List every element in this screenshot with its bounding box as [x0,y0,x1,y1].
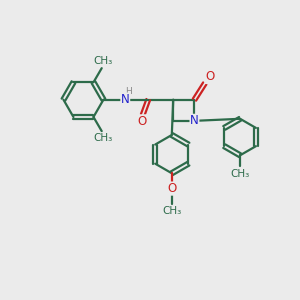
Text: N: N [121,93,130,106]
Text: H: H [125,87,132,96]
Text: O: O [206,70,215,83]
Text: CH₃: CH₃ [162,206,182,216]
Text: O: O [137,115,147,128]
Text: O: O [167,182,176,195]
Text: CH₃: CH₃ [93,56,112,66]
Text: CH₃: CH₃ [230,169,250,178]
Text: N: N [190,114,199,127]
Text: CH₃: CH₃ [93,133,112,143]
